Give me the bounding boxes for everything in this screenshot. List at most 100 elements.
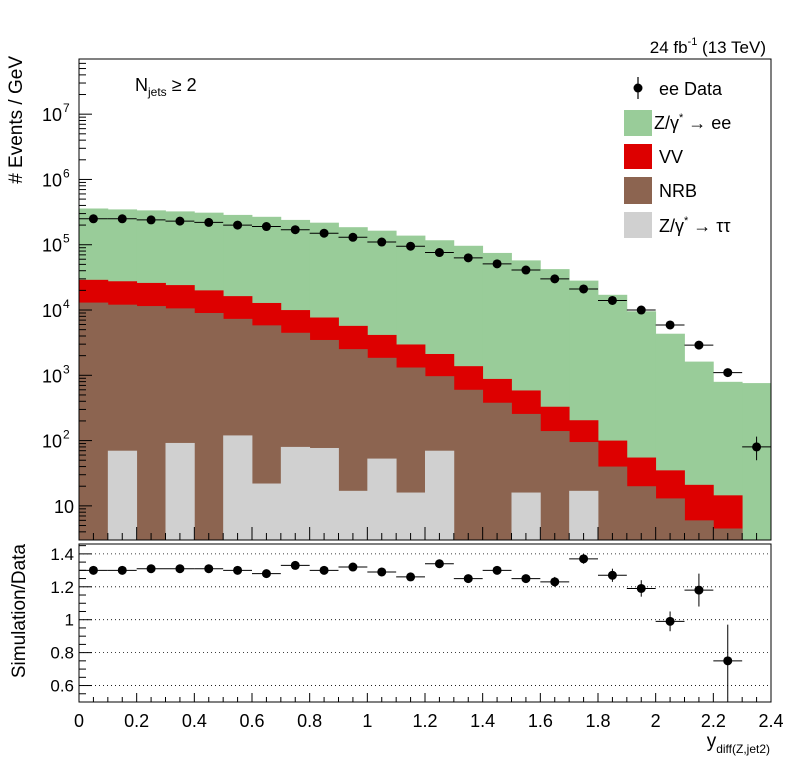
data-point <box>569 284 598 294</box>
ratio-point <box>713 624 743 698</box>
ratio-point-marker <box>694 585 704 595</box>
data-point <box>136 215 166 225</box>
ratio-point <box>194 564 224 574</box>
x-tick-label: 0.2 <box>124 711 149 731</box>
data-point-marker <box>752 442 762 452</box>
data-point-marker <box>434 248 444 258</box>
ratio-point <box>367 567 397 577</box>
ratio-x-ticks: 0 0.2 0.4 0.6 0.8 1 1.2 1.4 1.6 1.8 2 2.2 2.4 <box>74 693 784 731</box>
ratio-point <box>396 572 425 582</box>
data-point <box>79 214 108 224</box>
ratio-point-marker <box>146 564 156 574</box>
stack-bar <box>569 490 599 540</box>
main-y-axis-label: # Events / GeV <box>6 56 27 184</box>
stack-bar <box>367 458 397 540</box>
data-point <box>396 241 425 251</box>
data-point <box>425 248 454 258</box>
y-tick-exponent: 4 <box>63 297 70 311</box>
stack-bar <box>453 389 484 540</box>
ratio-point-marker <box>406 572 416 582</box>
data-point-marker <box>579 284 589 294</box>
data-point-marker <box>636 305 646 315</box>
ratio-point-marker <box>377 567 387 577</box>
legend-entry-nrb: NRB <box>624 177 697 204</box>
data-point-marker <box>146 215 156 225</box>
data-point-marker <box>88 214 98 224</box>
x-tick-label: 1.6 <box>528 711 553 731</box>
y-tick-exponent: 3 <box>63 362 70 376</box>
data-point-marker <box>377 237 387 247</box>
y-tick-exponent: 7 <box>63 101 70 115</box>
data-point <box>598 295 627 305</box>
data-point <box>655 320 685 330</box>
ratio-point <box>79 565 108 575</box>
ratio-point <box>165 564 195 574</box>
legend-nrb-swatch <box>624 177 652 204</box>
data-point-marker <box>233 220 243 230</box>
data-point <box>223 220 252 230</box>
x-tick-label: 0.8 <box>297 711 322 731</box>
x-tick-label: 0.4 <box>182 711 207 731</box>
x-tick-label: 1.4 <box>470 711 495 731</box>
data-point-marker <box>665 320 675 330</box>
y-tick-label: 10 <box>54 497 74 517</box>
y-tick-exponent: 5 <box>63 232 70 246</box>
data-point-marker <box>723 368 733 378</box>
legend-entry-data: ee Data <box>633 77 723 99</box>
stack-bar <box>252 483 282 540</box>
stack-bar <box>511 492 541 540</box>
ratio-point-marker <box>579 554 589 564</box>
stack-bar <box>165 442 195 540</box>
legend-zee-swatch <box>624 110 652 136</box>
data-point <box>309 228 339 238</box>
ratio-point <box>280 560 310 570</box>
stack-bar <box>338 490 368 540</box>
y-tick-label: 10 <box>42 366 62 386</box>
legend-entry-vv: VV <box>624 144 683 169</box>
stack-bar <box>742 383 772 540</box>
data-point-marker <box>117 214 127 224</box>
x-tick-label: 1.8 <box>585 711 610 731</box>
series-3-bars <box>107 435 599 540</box>
data-point <box>511 265 541 275</box>
ratio-point <box>252 569 281 579</box>
y-tick-label: 1.4 <box>50 545 74 564</box>
stack-bar <box>626 486 657 540</box>
ratio-gridlines <box>79 553 771 686</box>
x-tick-label: 2 <box>651 711 661 731</box>
ratio-point <box>684 573 714 607</box>
ratio-point-marker <box>261 569 271 579</box>
stack-bar <box>425 450 455 540</box>
data-point-marker <box>261 222 271 232</box>
y-tick-label: 10 <box>42 432 62 452</box>
y-tick-label: 1 <box>65 611 74 630</box>
x-tick-label: 0.6 <box>239 711 264 731</box>
ratio-point-marker <box>88 565 98 575</box>
ratio-point-marker <box>636 583 646 593</box>
ratio-point-marker <box>492 565 502 575</box>
data-point <box>540 274 570 284</box>
data-point-marker <box>319 228 329 238</box>
ratio-point-marker <box>348 562 358 572</box>
ratio-point <box>655 611 685 632</box>
ratio-point-marker <box>550 577 560 587</box>
y-tick-label: 1.2 <box>50 578 74 597</box>
x-tick-label: 1.2 <box>412 711 437 731</box>
ratio-point <box>540 576 570 587</box>
ratio-point <box>482 565 512 575</box>
data-point-marker <box>492 259 502 269</box>
ratio-point <box>309 565 339 575</box>
y-tick-label: 10 <box>42 170 62 190</box>
data-point <box>367 237 397 247</box>
data-point-marker <box>521 265 531 275</box>
data-points <box>79 214 771 461</box>
data-point <box>107 214 137 224</box>
stack-bar <box>223 435 253 540</box>
data-point <box>713 368 743 378</box>
ratio-point-marker <box>204 564 214 574</box>
legend-data-label: ee Data <box>659 79 723 99</box>
ratio-point-marker <box>434 559 444 569</box>
data-point <box>165 216 195 226</box>
ratio-points <box>79 553 743 698</box>
